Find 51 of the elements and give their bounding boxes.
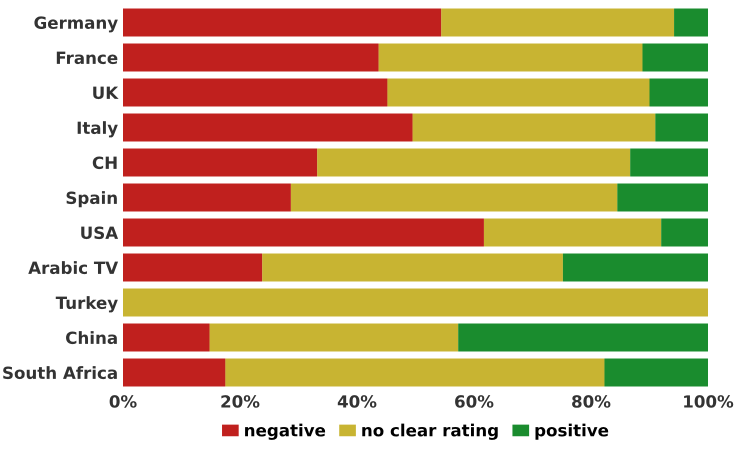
y-tick-label: Turkey (56, 296, 118, 312)
y-tick-label: USA (81, 226, 118, 240)
y-tick-label: South Africa (3, 366, 117, 380)
bar (123, 8, 442, 36)
bar (630, 148, 708, 176)
bar (412, 114, 656, 142)
x-tick-label: 40% (338, 395, 376, 408)
y-tick-label: CH (92, 156, 117, 170)
x-tick-label: 100% (684, 395, 734, 408)
bar (661, 218, 708, 246)
y-tick-label: Arabic TV (28, 261, 118, 274)
y-tick-label: Spain (66, 191, 117, 208)
bar (123, 288, 708, 316)
bar (123, 44, 379, 72)
y-tick-label: China (66, 331, 117, 344)
bar (123, 358, 226, 386)
y-tick-label: UK (93, 86, 119, 100)
bar (441, 8, 674, 36)
x-tick-label: 80% (572, 395, 610, 408)
bar (378, 44, 642, 72)
bar (674, 8, 708, 36)
bar (123, 324, 210, 352)
bar (642, 44, 708, 72)
bar (458, 324, 708, 352)
bar (210, 324, 458, 352)
bar (123, 184, 291, 212)
bar (123, 78, 388, 106)
bar (317, 148, 630, 176)
legend-label: positive (536, 424, 608, 440)
x-tick-label: 60% (455, 395, 494, 408)
x-tick-label: 20% (221, 395, 260, 408)
bar (617, 184, 708, 212)
bar (123, 114, 413, 142)
bar (123, 254, 262, 282)
y-tick-label: France (56, 52, 118, 64)
bar (484, 218, 662, 246)
bar (562, 254, 708, 282)
y-tick-label: Italy (78, 121, 118, 138)
bar (123, 218, 484, 246)
bar (262, 254, 563, 282)
bar (387, 78, 650, 106)
bar (290, 184, 618, 212)
bar (225, 358, 604, 386)
bar (650, 78, 708, 106)
bar (123, 148, 318, 176)
y-tick-label: Germany (34, 16, 118, 32)
x-tick-label: 0% (110, 395, 137, 408)
bar (655, 114, 708, 142)
bar (604, 358, 708, 386)
legend-label: negative (245, 424, 326, 440)
legend-label: no clear rating (362, 424, 498, 440)
